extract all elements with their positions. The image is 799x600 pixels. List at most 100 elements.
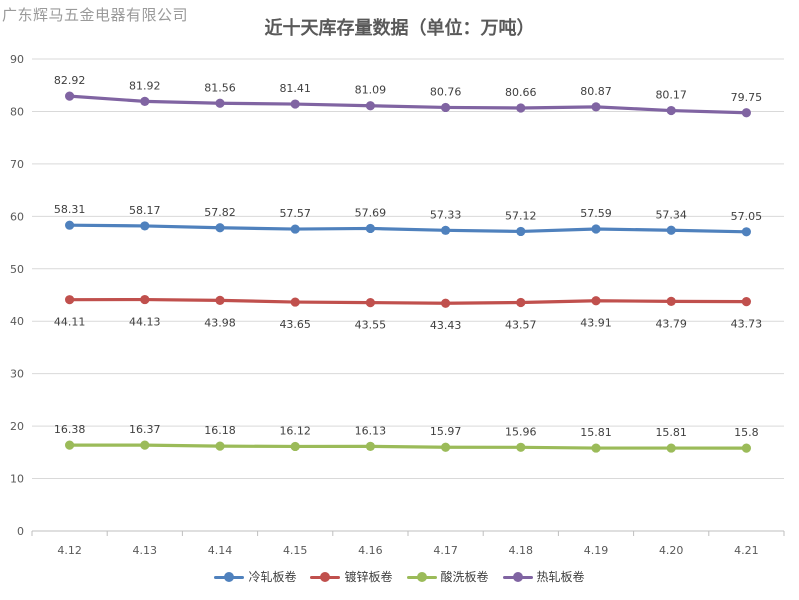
data-point — [741, 227, 752, 237]
data-label: 15.96 — [505, 425, 537, 438]
data-point — [140, 440, 150, 450]
data-point — [140, 96, 150, 106]
y-tick-label: 90 — [10, 53, 24, 66]
data-label: 58.17 — [129, 204, 161, 217]
data-label: 80.17 — [655, 89, 687, 102]
data-point — [365, 101, 375, 111]
data-point — [140, 294, 150, 305]
data-point — [215, 98, 225, 108]
x-tick-label: 4.17 — [433, 544, 458, 557]
legend-label: 热轧板卷 — [536, 570, 585, 584]
data-point — [365, 298, 375, 308]
y-tick-label: 60 — [10, 210, 24, 223]
legend-label: 冷轧板卷 — [248, 570, 297, 584]
data-label: 57.34 — [655, 208, 687, 221]
legend-marker — [512, 571, 523, 582]
legend-label: 镀锌板卷 — [344, 570, 393, 584]
data-point — [215, 441, 225, 451]
legend-item: 镀锌板卷 — [310, 568, 393, 585]
legend-marker — [320, 571, 331, 582]
data-label: 57.82 — [204, 206, 236, 219]
data-point — [215, 295, 225, 305]
line-chart: 0 10 20 30 40 50 60 70 80 90 4.12 4.13 4.14 4.15 4.16 4… — [10, 53, 785, 557]
x-tick-label: 4.14 — [208, 544, 233, 557]
x-tick-label: 4.18 — [509, 544, 534, 557]
data-point — [441, 102, 451, 113]
legend-marker — [224, 571, 235, 582]
data-label: 43.91 — [580, 317, 612, 330]
data-point — [215, 223, 225, 233]
data-label: 43.43 — [430, 319, 462, 332]
data-point — [666, 105, 676, 116]
data-point — [65, 91, 75, 101]
data-label: 44.11 — [54, 316, 86, 329]
chart-legend: 冷轧板卷 镀锌板卷 酸洗板卷 热轧板卷 — [0, 568, 799, 585]
data-point — [591, 224, 601, 234]
data-label: 43.65 — [279, 318, 311, 331]
data-label: 81.09 — [355, 84, 387, 97]
data-point — [666, 225, 676, 235]
data-label: 80.66 — [505, 86, 537, 99]
data-label: 81.56 — [204, 81, 236, 94]
data-label: 43.98 — [204, 316, 236, 329]
x-tick-label: 4.21 — [734, 544, 759, 557]
x-tick-label: 4.19 — [584, 544, 609, 557]
data-label: 44.13 — [129, 316, 161, 329]
data-label: 16.18 — [204, 424, 236, 437]
data-label: 58.31 — [54, 203, 86, 216]
data-point — [591, 102, 601, 112]
data-point — [65, 295, 75, 305]
data-label: 16.13 — [355, 424, 387, 437]
y-tick-label: 30 — [10, 368, 24, 381]
legend-swatch — [502, 571, 533, 583]
data-point — [516, 226, 526, 237]
legend-item: 酸洗板卷 — [406, 568, 489, 585]
legend-swatch — [310, 571, 341, 583]
data-point — [290, 99, 300, 109]
data-point — [741, 443, 752, 453]
data-label: 15.81 — [655, 426, 687, 439]
legend-item: 热轧板卷 — [502, 568, 585, 585]
data-point — [365, 223, 375, 234]
data-label: 57.57 — [279, 207, 311, 220]
x-tick-label: 4.20 — [659, 544, 684, 557]
data-point — [441, 298, 451, 308]
x-tick-label: 4.15 — [283, 544, 308, 557]
y-tick-label: 40 — [10, 315, 24, 328]
data-label: 16.37 — [129, 423, 161, 436]
data-point — [290, 441, 300, 452]
data-label: 81.41 — [279, 82, 311, 95]
data-point — [441, 442, 451, 452]
data-label: 57.69 — [355, 206, 387, 219]
data-point — [516, 442, 526, 452]
data-label: 15.8 — [734, 426, 759, 439]
data-point — [591, 443, 601, 453]
data-point — [290, 297, 300, 307]
series-line — [67, 297, 749, 305]
data-point — [666, 443, 676, 453]
data-label: 81.92 — [129, 79, 161, 92]
data-label: 79.75 — [731, 91, 763, 104]
x-tick-label: 4.13 — [133, 544, 158, 557]
data-point — [741, 297, 752, 307]
company-watermark: 广东辉马五金电器有限公司 — [2, 6, 189, 24]
data-label: 80.76 — [430, 85, 462, 98]
legend-marker — [416, 571, 427, 582]
y-tick-label: 0 — [17, 525, 24, 538]
data-point — [365, 441, 375, 452]
data-label: 57.05 — [731, 210, 763, 223]
data-point — [591, 296, 601, 306]
data-point — [290, 224, 300, 234]
data-label: 57.33 — [430, 208, 462, 221]
series-line — [67, 443, 749, 450]
data-point — [741, 108, 752, 118]
data-label: 15.81 — [580, 426, 612, 439]
data-point — [666, 296, 676, 306]
data-point — [516, 103, 526, 113]
legend-swatch — [406, 571, 437, 583]
legend-item: 冷轧板卷 — [214, 568, 296, 585]
series-line — [67, 223, 749, 234]
data-label: 16.12 — [279, 424, 311, 437]
legend-swatch — [214, 571, 245, 583]
